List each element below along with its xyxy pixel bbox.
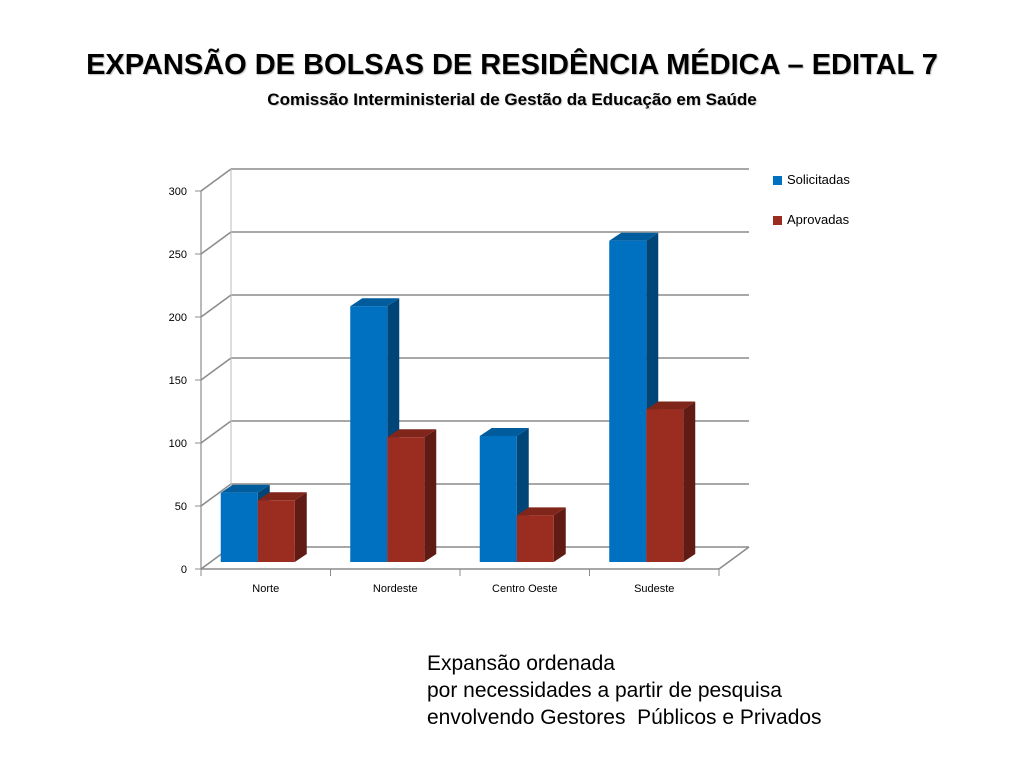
bar	[387, 437, 425, 562]
y-tick-label: 150	[169, 375, 187, 387]
bar-top	[220, 484, 270, 493]
x-tick-label: Sudeste	[634, 583, 674, 595]
bar-top	[479, 428, 529, 436]
chart-legend: Solicitadas Aprovadas	[773, 172, 850, 228]
bar-top	[609, 232, 659, 241]
y-tick-label: 100	[169, 438, 187, 450]
x-tick-label: Centro Oeste	[492, 583, 557, 595]
legend-item-solicitadas: Solicitadas	[773, 172, 850, 188]
slide-subtitle: Comissão Interministerial de Gestão da E…	[267, 90, 757, 109]
gridline-depth	[200, 168, 232, 192]
y-tick-label: 50	[175, 501, 187, 513]
gridline-depth	[200, 483, 232, 507]
bar	[479, 436, 517, 562]
gridline-depth	[200, 231, 232, 255]
bar-top	[350, 298, 400, 307]
footnote-text: Expansão ordenada por necessidades a par…	[427, 650, 822, 731]
bar-chart: 0 50 100 150 200 250 300 Norte Nordeste Centro Oe…	[169, 168, 750, 595]
bar-side	[294, 492, 307, 562]
x-tick-label: Norte	[252, 583, 279, 595]
gridline-depth	[200, 357, 232, 381]
bar-side	[553, 507, 566, 562]
bar	[220, 492, 258, 562]
legend-label-aprovadas: Aprovadas	[787, 212, 850, 227]
legend-swatch-aprovadas	[773, 215, 782, 225]
bar-top	[516, 507, 566, 516]
bar-top	[646, 401, 696, 410]
y-tick-label: 250	[169, 249, 187, 261]
x-tick-label: Nordeste	[373, 583, 418, 595]
gridline-depth	[200, 294, 232, 318]
note-line: envolvendo Gestores Públicos e Privados	[427, 706, 822, 729]
bar	[646, 409, 684, 562]
bar-top	[257, 492, 307, 501]
y-tick-label: 0	[181, 564, 187, 576]
bar	[350, 306, 388, 562]
bar-side	[424, 429, 437, 562]
bar-top	[387, 429, 437, 438]
bar	[609, 240, 647, 562]
legend-item-aprovadas: Aprovadas	[773, 212, 850, 228]
note-line: Expansão ordenada	[427, 652, 615, 675]
y-tick-label: 300	[169, 186, 187, 198]
y-tick-label: 200	[169, 312, 187, 324]
bar-side	[683, 401, 696, 562]
note-line: por necessidades a partir de pesquisa	[427, 679, 782, 702]
legend-swatch-solicitadas	[773, 175, 782, 185]
legend-label-solicitadas: Solicitadas	[787, 172, 850, 187]
bar	[257, 500, 295, 562]
slide-title: EXPANSÃO DE BOLSAS DE RESIDÊNCIA MÉDICA …	[86, 49, 938, 81]
floor-edge	[718, 546, 750, 570]
gridline-depth	[200, 420, 232, 444]
bar	[516, 515, 554, 562]
